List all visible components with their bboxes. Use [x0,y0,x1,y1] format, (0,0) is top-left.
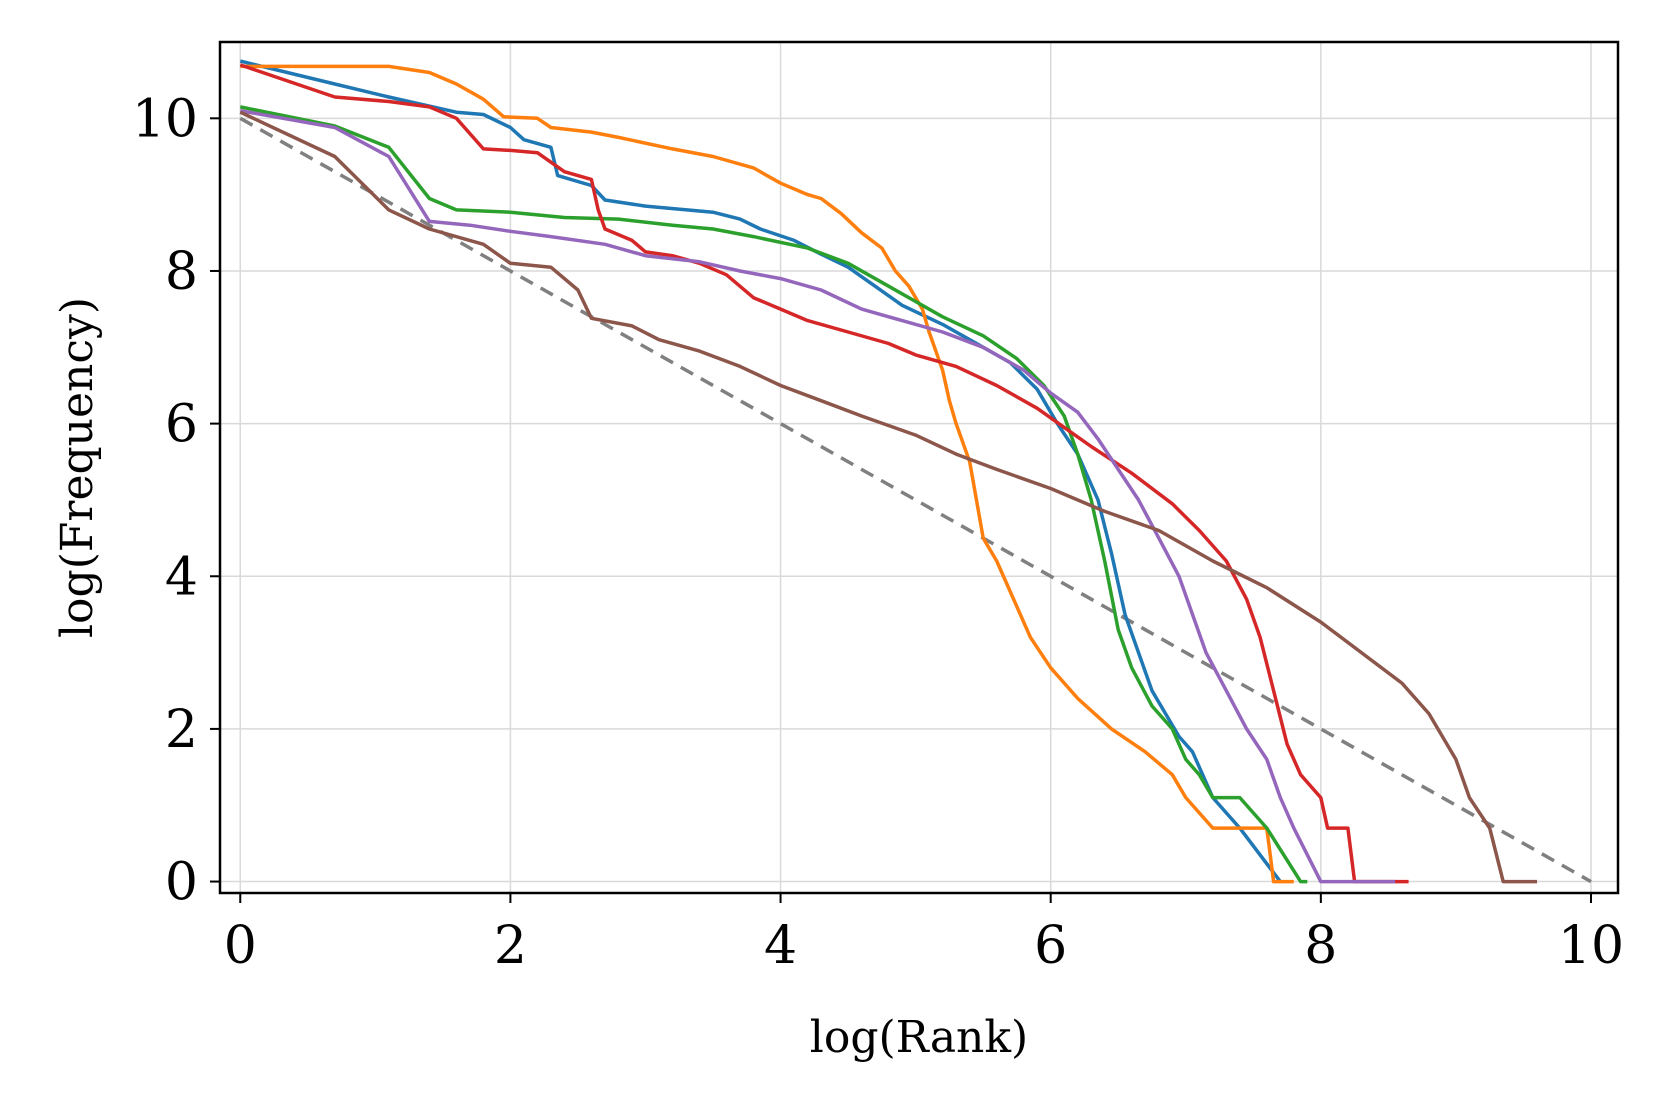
x-tick-labels: 0 2 4 6 8 10 [224,916,1624,976]
x-tick-label: 6 [1034,916,1067,976]
grid [220,42,1618,893]
reference-line-group [239,116,1592,884]
y-tick-label: 8 [165,242,198,302]
x-tick-label: 10 [1558,916,1624,976]
x-tick-label: 2 [494,916,527,976]
x-tick-label: 4 [764,916,797,976]
y-tick-labels: 0 2 4 6 8 10 [132,89,198,912]
ticks [210,117,1592,903]
y-tick-label: 4 [165,547,198,607]
series-line-purple [239,108,1396,884]
x-tick-label: 8 [1304,916,1337,976]
series-line-green [239,105,1308,884]
series-group [239,59,1537,884]
y-tick-label: 0 [165,853,198,913]
series-line-brown [239,110,1537,884]
series-line-blue [239,59,1282,883]
x-tick-label: 0 [224,916,257,976]
series-line-red [239,63,1409,884]
x-axis-label: log(Rank) [810,1012,1028,1063]
y-tick-label: 10 [132,89,198,149]
plot-frame [218,40,1620,895]
y-tick-label: 6 [165,395,198,455]
y-tick-label: 2 [165,700,198,760]
series-line-orange [240,64,1294,884]
y-axis-label: log(Frequency) [52,297,103,638]
reference-line [239,116,1592,884]
